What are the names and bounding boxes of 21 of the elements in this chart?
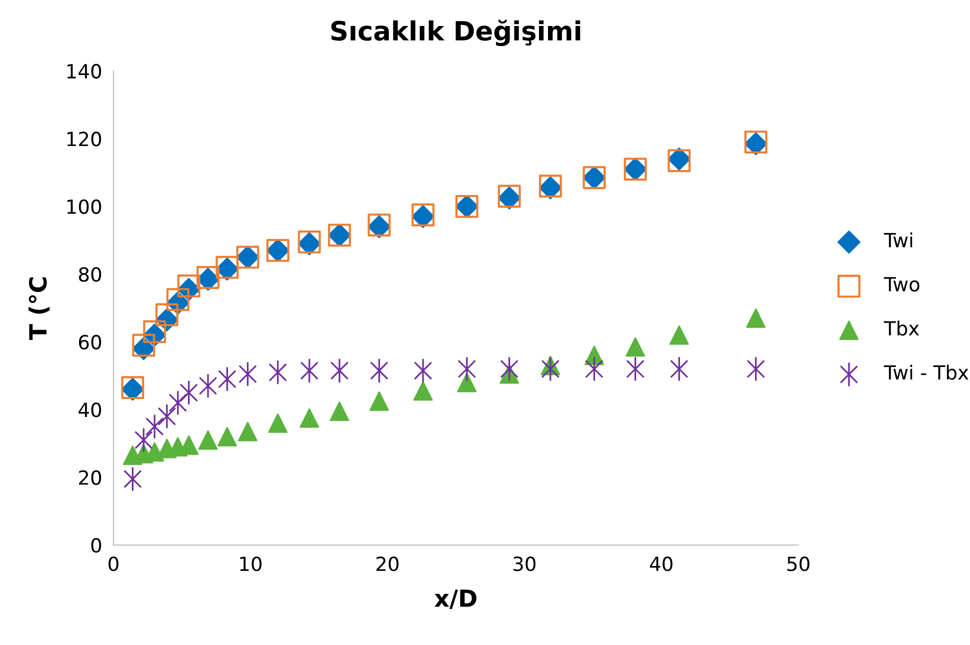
legend-label: Twi - Tbx [884,364,968,380]
y-tick-label: 40 [78,402,102,418]
y-tick-label: 120 [67,132,102,146]
chart-title: Sıcaklık Değişimi [331,20,580,46]
y-tick-label: 60 [78,334,102,350]
y-tick-label: 100 [67,199,102,214]
y-axis-title: T (°C [28,277,50,340]
x-tick-label: 40 [650,556,672,572]
x-tick-label: 0 [108,556,118,572]
legend-label: Twi [884,232,912,248]
y-tick-label: 0 [91,538,102,553]
x-tick-label: 10 [240,556,262,572]
x-axis-title: x/D [434,590,476,609]
legend-label: Tbx [884,320,920,336]
x-tick-label: 30 [513,556,536,572]
y-tick-label: 80 [78,267,102,282]
legend-label: Two [884,277,920,292]
y-tick-label: 20 [79,470,102,485]
x-tick-label: 20 [376,556,398,572]
x-tick-label: 50 [787,556,810,572]
y-tick-label: 140 [67,64,102,79]
